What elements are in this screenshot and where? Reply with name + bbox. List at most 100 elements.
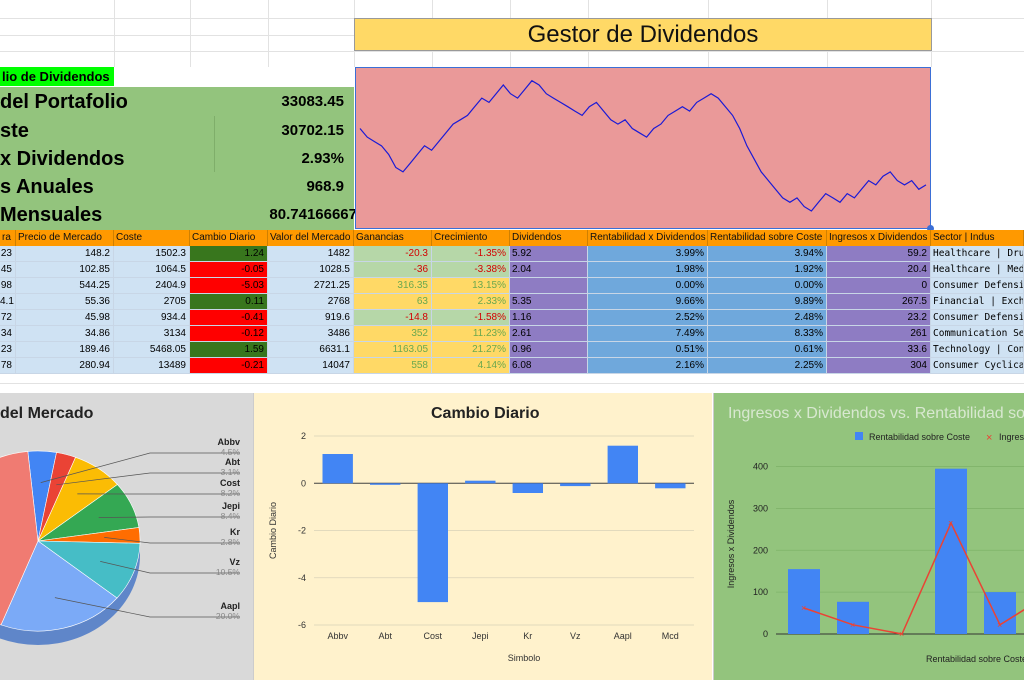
table-cell[interactable]: -0.41	[190, 310, 268, 326]
table-cell[interactable]: 1064.5	[114, 262, 190, 278]
table-cell[interactable]: 33.6	[827, 342, 931, 358]
table-cell[interactable]: 20.4	[827, 262, 931, 278]
table-cell[interactable]: 934.4	[114, 310, 190, 326]
table-cell[interactable]: 2705	[114, 294, 190, 310]
table-cell[interactable]: 34	[0, 326, 16, 342]
table-cell[interactable]: 5468.05	[114, 342, 190, 358]
table-cell[interactable]: 23	[0, 246, 16, 262]
table-cell[interactable]: 21.27%	[432, 342, 510, 358]
table-cell[interactable]: 2.25%	[708, 358, 827, 374]
table-cell[interactable]: Consumer Defensiv	[931, 310, 1024, 326]
table-cell[interactable]: 98	[0, 278, 16, 294]
table-cell[interactable]: -20.3	[354, 246, 432, 262]
table-cell[interactable]: 1482	[268, 246, 354, 262]
table-cell[interactable]: 72	[0, 310, 16, 326]
table-cell[interactable]: 45.98	[16, 310, 114, 326]
summary-row-yield[interactable]: x Dividendos 2.93%	[0, 145, 354, 173]
summary-row-monthly[interactable]: Mensuales 80.74166667	[0, 201, 354, 229]
table-cell[interactable]: 1.24	[190, 246, 268, 262]
table-cell[interactable]: 2.48%	[708, 310, 827, 326]
table-cell[interactable]: 0.51%	[588, 342, 708, 358]
table-cell[interactable]: 4.1	[0, 294, 16, 310]
table-cell[interactable]: 0.00%	[708, 278, 827, 294]
table-cell[interactable]: -0.12	[190, 326, 268, 342]
table-cell[interactable]: 0	[827, 278, 931, 294]
column-header[interactable]: Crecimiento	[432, 230, 510, 246]
table-cell[interactable]: 919.6	[268, 310, 354, 326]
table-cell[interactable]: -1.35%	[432, 246, 510, 262]
table-cell[interactable]: 5.92	[510, 246, 588, 262]
table-cell[interactable]: 2.04	[510, 262, 588, 278]
table-cell[interactable]: -1.58%	[432, 310, 510, 326]
table-cell[interactable]: 0.00%	[588, 278, 708, 294]
table-cell[interactable]: 14047	[268, 358, 354, 374]
table-cell[interactable]: 0.96	[510, 342, 588, 358]
table-cell[interactable]: 1028.5	[268, 262, 354, 278]
table-cell[interactable]: 6.08	[510, 358, 588, 374]
table-cell[interactable]: 261	[827, 326, 931, 342]
table-cell[interactable]: 558	[354, 358, 432, 374]
table-cell[interactable]: 7.49%	[588, 326, 708, 342]
table-cell[interactable]: -36	[354, 262, 432, 278]
table-cell[interactable]: 2.33%	[432, 294, 510, 310]
table-cell[interactable]: 1163.05	[354, 342, 432, 358]
table-cell[interactable]: 55.36	[16, 294, 114, 310]
table-cell[interactable]: 3134	[114, 326, 190, 342]
table-cell[interactable]: 102.85	[16, 262, 114, 278]
table-cell[interactable]: 9.66%	[588, 294, 708, 310]
app-title[interactable]: Gestor de Dividendos	[354, 18, 932, 51]
table-cell[interactable]	[510, 278, 588, 294]
table-cell[interactable]: 1.16	[510, 310, 588, 326]
table-cell[interactable]: 3.99%	[588, 246, 708, 262]
summary-row-annual[interactable]: s Anuales 968.9	[0, 173, 354, 201]
column-header[interactable]: Precio de Mercado	[16, 230, 114, 246]
table-cell[interactable]: 148.2	[16, 246, 114, 262]
table-cell[interactable]: 280.94	[16, 358, 114, 374]
table-cell[interactable]: 9.89%	[708, 294, 827, 310]
column-header[interactable]: Cambio Diario	[190, 230, 268, 246]
column-header[interactable]: ra	[0, 230, 16, 246]
table-cell[interactable]: 5.35	[510, 294, 588, 310]
table-cell[interactable]: 2404.9	[114, 278, 190, 294]
table-cell[interactable]: 45	[0, 262, 16, 278]
table-cell[interactable]: 2721.25	[268, 278, 354, 294]
table-cell[interactable]: -0.21	[190, 358, 268, 374]
table-cell[interactable]: -5.03	[190, 278, 268, 294]
dividend-combo-chart[interactable]: Ingresos x Dividendos vs. Rentabilidad s…	[713, 393, 1024, 680]
table-cell[interactable]: Consumer Cyclical	[931, 358, 1024, 374]
table-cell[interactable]: Healthcare | Drug	[931, 246, 1024, 262]
column-header[interactable]: Ganancias	[354, 230, 432, 246]
table-cell[interactable]: 1.92%	[708, 262, 827, 278]
column-header[interactable]: Rentabilidad x Dividendos	[588, 230, 708, 246]
table-cell[interactable]: 11.23%	[432, 326, 510, 342]
table-cell[interactable]: 23.2	[827, 310, 931, 326]
table-cell[interactable]: 544.25	[16, 278, 114, 294]
table-cell[interactable]: -14.8	[354, 310, 432, 326]
table-cell[interactable]: Healthcare | Medi	[931, 262, 1024, 278]
table-cell[interactable]: Consumer Defensiv	[931, 278, 1024, 294]
table-cell[interactable]: 4.14%	[432, 358, 510, 374]
table-cell[interactable]: 3.94%	[708, 246, 827, 262]
table-cell[interactable]: 2.61	[510, 326, 588, 342]
table-cell[interactable]: 13.15%	[432, 278, 510, 294]
table-cell[interactable]: Technology | Cons	[931, 342, 1024, 358]
table-cell[interactable]: Communication Ser	[931, 326, 1024, 342]
table-cell[interactable]: 189.46	[16, 342, 114, 358]
table-cell[interactable]: 3486	[268, 326, 354, 342]
table-cell[interactable]: 63	[354, 294, 432, 310]
column-header[interactable]: Sector | Indus	[931, 230, 1024, 246]
table-cell[interactable]: 2.52%	[588, 310, 708, 326]
column-header[interactable]: Dividendos	[510, 230, 588, 246]
table-cell[interactable]: 0.61%	[708, 342, 827, 358]
table-cell[interactable]: 267.5	[827, 294, 931, 310]
table-cell[interactable]: 352	[354, 326, 432, 342]
table-cell[interactable]: Financial | Excha	[931, 294, 1024, 310]
summary-row-cost[interactable]: ste 30702.15	[0, 117, 354, 145]
table-cell[interactable]: 8.33%	[708, 326, 827, 342]
table-cell[interactable]: 304	[827, 358, 931, 374]
table-cell[interactable]: 1.98%	[588, 262, 708, 278]
table-cell[interactable]: 59.2	[827, 246, 931, 262]
table-cell[interactable]: 316.35	[354, 278, 432, 294]
